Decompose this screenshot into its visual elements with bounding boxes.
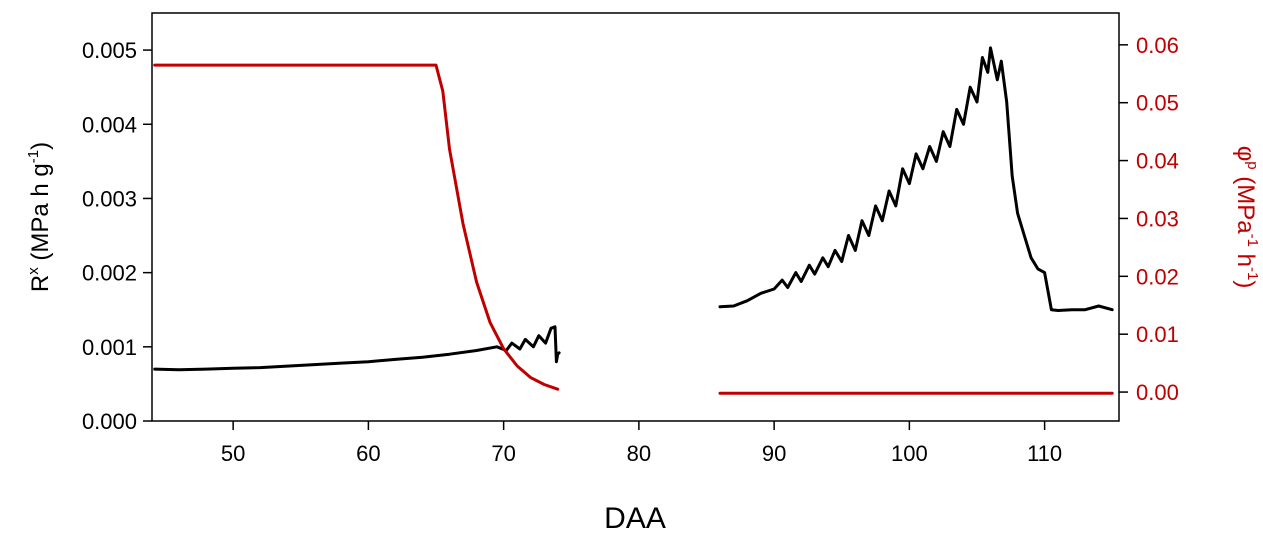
y-right-tick-label-4: 0.04 xyxy=(1136,149,1179,174)
y-right-title-end: ) xyxy=(1232,280,1259,288)
y-left-title-sup2: -1 xyxy=(25,150,42,163)
y-right-axis-ticks: 0.00 0.01 0.02 0.03 0.04 0.05 0.06 xyxy=(1119,33,1179,405)
x-tick-label-60: 60 xyxy=(356,441,380,466)
y-left-title-mid: (MPa h g xyxy=(27,163,54,267)
x-tick-label-90: 90 xyxy=(762,441,786,466)
y-left-tick-label-1: 0.001 xyxy=(82,335,137,360)
y-right-tick-label-5: 0.05 xyxy=(1136,91,1179,116)
y-right-tick-label-2: 0.02 xyxy=(1136,264,1179,289)
y-left-axis-ticks: 0.000 0.001 0.002 0.003 0.004 0.005 xyxy=(82,38,152,434)
series-1-line-segment-0 xyxy=(153,63,560,391)
x-tick-label-50: 50 xyxy=(221,441,245,466)
x-axis-title: DAA xyxy=(604,502,666,534)
y-right-tick-label-6: 0.06 xyxy=(1136,33,1179,58)
y-right-tick-label-1: 0.01 xyxy=(1136,322,1179,347)
x-tick-label-110: 110 xyxy=(1027,441,1062,466)
series-0-line-segment-0 xyxy=(153,325,561,372)
y-right-title-sup2: -1 xyxy=(1244,234,1261,247)
y-left-tick-label-3: 0.003 xyxy=(82,186,137,211)
y-left-tick-label-4: 0.004 xyxy=(82,112,137,137)
x-tick-label-70: 70 xyxy=(491,441,515,466)
y-left-axis-title: Rx (MPa h g-1) xyxy=(25,142,54,292)
series-0-line-segment-1 xyxy=(718,46,1114,312)
y-right-axis-title: φp (MPa-1 h-1) xyxy=(1232,146,1261,289)
plot-frame xyxy=(151,12,1120,422)
y-right-tick-label-0: 0.00 xyxy=(1136,380,1179,405)
x-axis-ticks: 50 60 70 80 90 100 110 xyxy=(221,421,1062,466)
y-right-title-sup3: -1 xyxy=(1244,267,1261,280)
y-right-title-sup1: p xyxy=(1244,161,1261,169)
y-left-tick-label-2: 0.002 xyxy=(82,261,137,286)
y-right-tick-label-3: 0.03 xyxy=(1136,206,1179,231)
y-left-title-symbol: R xyxy=(27,275,54,292)
y-right-title-symbol: φ xyxy=(1232,146,1259,162)
y-right-title-mid2: h xyxy=(1232,247,1259,267)
series-layer xyxy=(153,46,1114,395)
y-right-title-mid1: (MPa xyxy=(1232,170,1259,235)
y-left-tick-label-5: 0.005 xyxy=(82,38,137,63)
x-tick-label-80: 80 xyxy=(627,441,651,466)
y-left-title-end: ) xyxy=(27,142,54,150)
y-left-title-sup1: x xyxy=(25,267,42,275)
y-left-tick-label-0: 0.000 xyxy=(82,409,137,434)
x-tick-label-100: 100 xyxy=(891,441,928,466)
